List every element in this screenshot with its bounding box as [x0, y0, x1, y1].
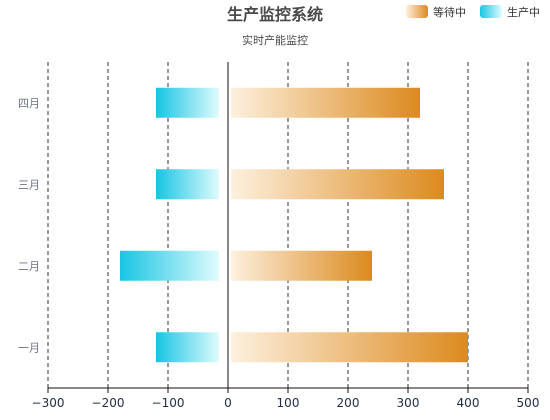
category-label-4: 四月	[18, 97, 40, 110]
legend-label-2: 生产中	[507, 5, 540, 19]
x-axis-ticks: −300 −200 −100 0 100 200 300 400 500	[32, 388, 540, 410]
bar-group	[120, 87, 468, 363]
bar-producing-1	[156, 332, 219, 363]
x-tick-label-100: 100	[277, 396, 300, 410]
bar-waiting-4	[231, 87, 420, 118]
category-label-1: 一月	[18, 341, 40, 354]
category-label-2: 二月	[18, 260, 40, 273]
bar-waiting-2	[231, 250, 372, 281]
x-tick-label--300: −300	[32, 396, 65, 410]
bar-producing-4	[156, 87, 219, 118]
chart-legend[interactable]: 等待中 生产中	[406, 5, 540, 19]
bar-waiting-3	[231, 169, 444, 200]
x-tick-label--200: −200	[92, 396, 125, 410]
x-tick-label-0: 0	[224, 396, 232, 410]
legend-label-1: 等待中	[433, 5, 466, 19]
bar-producing-2	[120, 250, 219, 281]
chart-title: 生产监控系统	[227, 5, 323, 24]
chart-subtitle: 实时产能监控	[242, 33, 308, 47]
legend-item-1[interactable]: 等待中	[406, 5, 466, 19]
x-tick-label-300: 300	[397, 396, 420, 410]
x-tick-label-400: 400	[457, 396, 480, 410]
legend-item-2[interactable]: 生产中	[480, 5, 540, 19]
bar-producing-3	[156, 169, 219, 200]
x-tick-label-500: 500	[517, 396, 540, 410]
legend-swatch-2	[480, 5, 502, 18]
bar-waiting-1	[231, 332, 468, 363]
grid-lines	[47, 62, 529, 388]
category-label-3: 三月	[18, 178, 40, 191]
x-tick-label-200: 200	[337, 396, 360, 410]
x-tick-label--100: −100	[152, 396, 185, 410]
legend-swatch-1	[406, 5, 428, 18]
